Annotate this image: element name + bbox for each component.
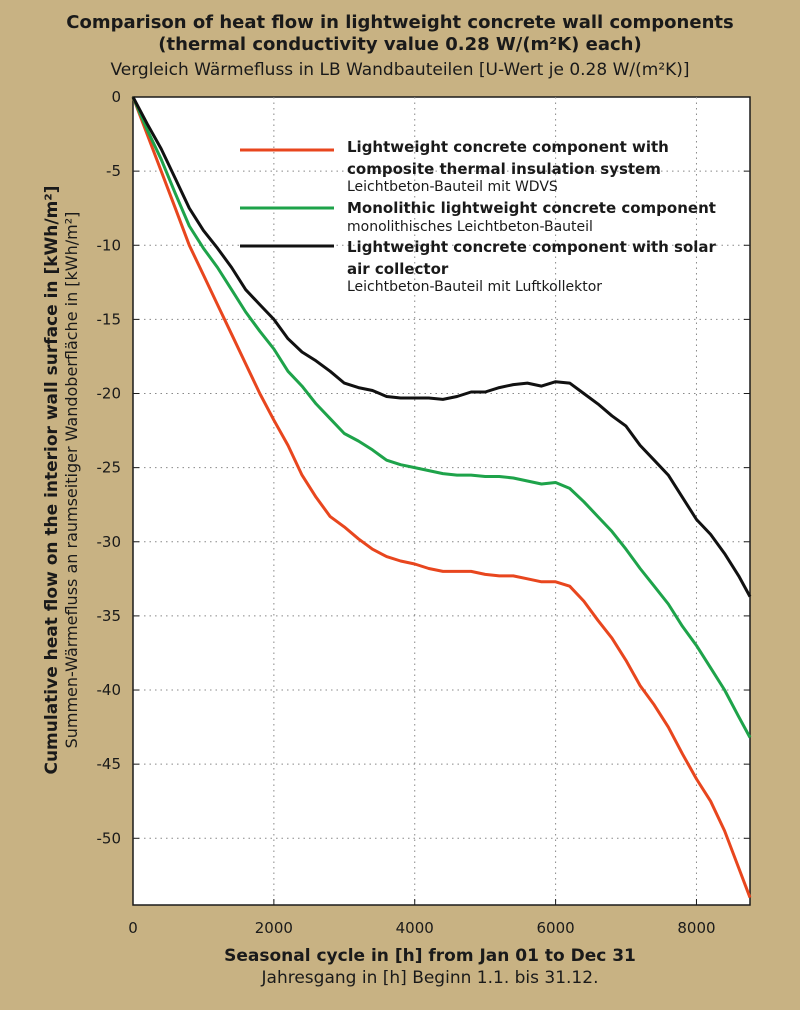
legend-label-wdvs-de: Leichtbeton-Bauteil mit WDVS xyxy=(347,179,558,195)
y-tick-label: -35 xyxy=(97,607,122,625)
y-tick-label: -5 xyxy=(106,162,121,180)
y-tick-label: -40 xyxy=(97,681,122,699)
grid xyxy=(133,97,750,905)
legend-label-collector-de: Leichtbeton-Bauteil mit Luftkollektor xyxy=(347,279,602,295)
y-axis-label: Cumulative heat flow on the interior wal… xyxy=(42,130,82,830)
x-axis-label: Seasonal cycle in [h] from Jan 01 to Dec… xyxy=(60,945,800,989)
legend-label-collector-line2: air collector xyxy=(347,260,449,278)
chart-title: Comparison of heat flow in lightweight c… xyxy=(0,12,800,56)
x-tick-label: 0 xyxy=(128,919,138,937)
chart-title-line2: (thermal conductivity value 0.28 W/(m²K)… xyxy=(158,34,642,55)
legend-label-wdvs-line1: Lightweight concrete component with xyxy=(347,138,669,156)
y-tick-label: -25 xyxy=(97,459,122,477)
y-tick-label: 0 xyxy=(111,88,121,106)
y-tick-label: -50 xyxy=(97,829,122,847)
chart-title-line1: Comparison of heat flow in lightweight c… xyxy=(66,12,734,33)
y-tick-label: -45 xyxy=(97,755,122,773)
x-tick-label: 6000 xyxy=(537,919,575,937)
y-axis-ticks: 0 -5 -10 -15 -20 -25 -30 -35 -40 -45 -50 xyxy=(97,88,750,847)
y-axis-label-de: Summen-Wärmefluss an raumseitiger Wandob… xyxy=(62,211,81,749)
legend-label-wdvs-line2: composite thermal insulation system xyxy=(347,160,661,178)
y-axis-label-en: Cumulative heat flow on the interior wal… xyxy=(42,185,62,775)
y-tick-label: -20 xyxy=(97,385,122,403)
legend-label-collector-line1: Lightweight concrete component with sola… xyxy=(347,238,717,256)
plot-background xyxy=(132,96,751,906)
x-tick-label: 4000 xyxy=(396,919,434,937)
chart-subtitle: Vergleich Wärmefluss in LB Wandbauteilen… xyxy=(110,60,690,80)
series-line-collector xyxy=(131,96,752,598)
x-axis-label-en: Seasonal cycle in [h] from Jan 01 to Dec… xyxy=(224,946,636,966)
x-tick-label: 8000 xyxy=(677,919,715,937)
series-line-monolithic xyxy=(131,96,752,739)
series-line-wdvs xyxy=(131,96,752,899)
x-axis-label-de: Jahresgang in [h] Beginn 1.1. bis 31.12. xyxy=(261,968,599,988)
y-tick-label: -15 xyxy=(97,310,122,328)
y-tick-label: -10 xyxy=(97,236,122,254)
y-tick-label: -30 xyxy=(97,533,122,551)
legend-label-monolithic-line1: Monolithic lightweight concrete componen… xyxy=(347,199,716,217)
series-lines xyxy=(131,96,752,899)
x-tick-label: 2000 xyxy=(255,919,293,937)
x-axis-ticks: 0 2000 4000 6000 8000 xyxy=(128,899,716,937)
legend-label-monolithic-de: monolithisches Leichtbeton-Bauteil xyxy=(347,219,593,235)
legend: Lightweight concrete component with comp… xyxy=(240,138,717,295)
